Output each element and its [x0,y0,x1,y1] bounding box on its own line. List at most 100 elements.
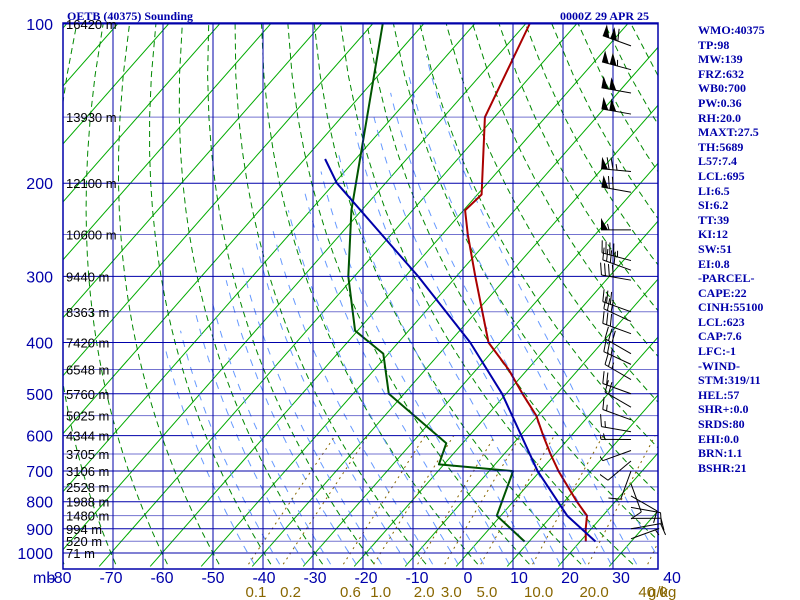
mixing-ratio-tick-label: 2.0 [414,584,435,600]
mixing-ratio-tick-label: 3.0 [441,584,462,600]
isotherm-line [63,23,171,145]
wind-barb [603,296,632,322]
index-line: TT:39 [698,212,730,227]
temperature-trace [464,23,588,542]
moist-adiabat-line [320,171,510,565]
temperature-tick-label: 30 [612,570,630,587]
index-line: SI:6.2 [698,198,729,213]
wind-barb [600,217,632,231]
mixing-ratio-tick-label: 0.2 [280,584,301,600]
index-line: WB0:700 [698,81,746,96]
mixing-ratio-line [647,541,658,565]
dry-adiabat-line [178,23,324,565]
height-label: 16420 m [66,17,117,32]
moist-adiabat-line [287,210,459,565]
wind-barb [601,175,632,193]
mixing-ratio-line [480,435,555,565]
height-label: 10600 m [66,228,117,243]
dry-adiabat-line [63,23,117,565]
sounding-traces [324,23,597,543]
wind-barb [604,326,632,355]
pressure-tick-label: 200 [26,176,53,193]
wind-barbs [600,24,667,540]
wind-barb [601,50,632,71]
isotherm-line [455,336,658,567]
height-label: 71 m [66,546,95,561]
dry-adiabat-line [366,23,658,541]
height-label: 9440 m [66,269,109,284]
dry-adiabat-line [525,23,658,266]
moist-adiabat-line [390,92,612,565]
stability-indices: WMO:40375 TP:98 MW:139 FRZ:632 WB0:700 PW:0.3… [698,23,800,475]
isotherm-line [506,394,658,567]
pressure-unit-label: mb [33,570,55,587]
wind-barb [630,523,667,536]
index-line: CINH:55100 [698,300,764,315]
wind-barb [601,156,632,172]
height-label: 5760 m [66,387,109,402]
index-line: LFC:-1 [698,344,736,359]
dry-adiabat-line [393,23,658,495]
wind-barb [602,24,632,47]
wind-barb [630,517,665,531]
mixing-ratio-line [532,435,604,565]
moist-adiabat-line [180,330,281,565]
isotherm-line [302,162,658,567]
moist-adiabat-line [225,280,357,565]
isotherm-line [353,220,658,567]
dry-adiabat-line [117,23,220,565]
mixing-ratio-line [587,435,656,565]
index-line: RH:20.0 [698,110,741,125]
isotherm-line [63,23,477,493]
pressure-tick-label: 400 [26,335,53,352]
height-label: 2528 m [66,480,109,495]
pressure-tick-label: 700 [26,464,53,481]
mixing-ratio-tick-label: 40.0 [638,584,667,600]
isotherm-line [98,23,579,567]
isotherm-line [63,23,273,261]
isotherm-line [557,452,658,567]
dry-adiabat-line [234,23,427,565]
mixing-ratio-tick-label: 20.0 [579,584,608,600]
height-label: 8363 m [66,305,109,320]
chart-title: OETB (40375) Sounding [67,9,194,23]
wind-barb [602,289,632,313]
valid-time: 0000Z 29 APR 25 [560,9,650,23]
index-line: SHR+:0.0 [698,402,749,417]
index-line: STM:319/11 [698,373,761,388]
wind-barb [602,311,632,335]
temperature-tick-label: -80 [48,570,71,587]
dry-adiabat-line [63,559,65,565]
pressure-tick-label: 500 [26,387,53,404]
height-label: 12100 m [66,176,117,191]
temperature-tick-label: -50 [201,570,224,587]
temperature-tick-label: -20 [354,570,377,587]
index-line: BSHR:21 [698,460,747,475]
index-line: LCL:695 [698,168,745,183]
pressure-tick-label: 100 [26,17,53,34]
height-label: 7420 m [66,335,109,350]
dry-adiabat-line [207,23,375,565]
index-line: CAPE:22 [698,285,747,300]
wind-barb [602,371,632,395]
plot-border [62,22,659,570]
background-grid [63,23,658,567]
dry-adiabat-line [287,23,530,565]
height-label: 3705 m [66,447,109,462]
mixing-ratio-tick-label: 1.0 [370,584,391,600]
wind-barb [604,380,632,408]
wind-barb [604,352,632,380]
temperature-tick-label: -60 [150,570,173,587]
mixing-ratio-line [248,435,336,565]
moist-adiabat-line [272,229,434,565]
index-line: HEL:57 [698,387,740,402]
height-label: 3106 m [66,464,109,479]
mixing-ratio-line [282,435,369,565]
index-line: TH:5689 [698,139,744,154]
isotherm-line [404,278,658,567]
wind-barb [630,528,660,540]
temperature-tick-label: -30 [303,570,326,587]
wind-barb [630,495,658,523]
